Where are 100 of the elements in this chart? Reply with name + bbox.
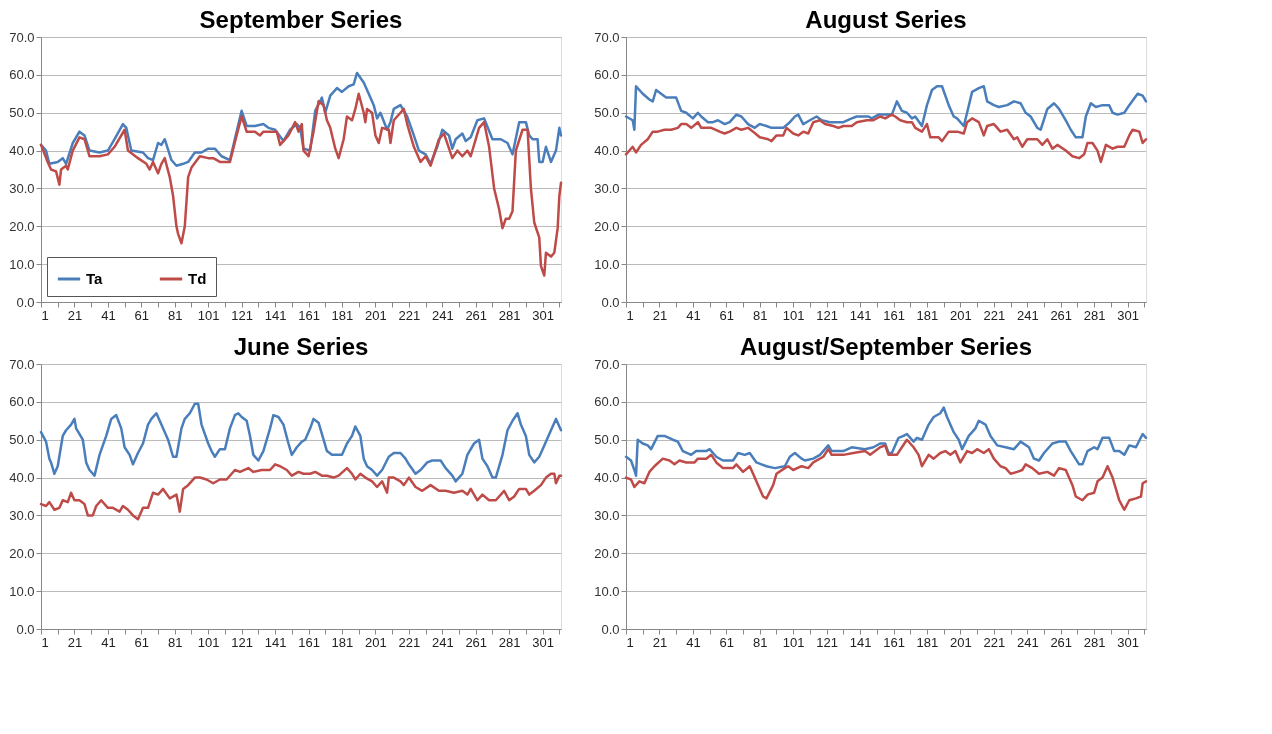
y-tick-label: 50.0: [594, 105, 620, 121]
y-tick-label: 70.0: [594, 356, 620, 372]
y-tick-label: 50.0: [9, 105, 35, 121]
line-series: [624, 438, 1148, 511]
y-tick-label: 40.0: [9, 143, 35, 159]
y-tick-label: 70.0: [9, 29, 35, 45]
y-tick-label: 40.0: [594, 470, 620, 486]
y-tick-label: 20.0: [594, 218, 620, 234]
y-tick-label: 40.0: [594, 143, 620, 159]
x-tick-label: 261: [465, 307, 488, 323]
x-tick-label: 201: [950, 634, 972, 650]
x-tick-label: 121: [231, 634, 253, 650]
y-tick-label: 0.0: [16, 294, 35, 310]
x-tick-label: 221: [398, 634, 421, 650]
x-tick-label: 241: [431, 634, 454, 650]
x-tick-label: 181: [916, 634, 939, 650]
x-tick-label: 161: [298, 307, 320, 323]
x-tick-label: 61: [719, 307, 735, 323]
x-tick-label: 101: [197, 634, 220, 650]
y-tick-label: 10.0: [9, 583, 35, 599]
x-tick-label: 281: [498, 307, 521, 323]
chart-title: September Series: [199, 6, 403, 33]
line-series: [39, 402, 563, 483]
y-tick-label: 60.0: [9, 67, 35, 83]
y-tick-label: 70.0: [9, 356, 35, 372]
x-tick-label: 81: [168, 634, 183, 650]
line-series: [39, 463, 563, 521]
x-tick-label: 21: [67, 307, 83, 323]
x-tick-label: 221: [398, 307, 421, 323]
y-tick-label: 60.0: [594, 394, 620, 410]
x-tick-label: 161: [883, 634, 905, 650]
chart-title: August Series: [805, 6, 967, 33]
x-tick-label: 221: [983, 307, 1006, 323]
x-tick-label: 41: [101, 634, 116, 650]
x-tick-label: 141: [849, 634, 872, 650]
x-tick-label: 181: [916, 307, 939, 323]
x-tick-label: 241: [1016, 307, 1039, 323]
x-tick-label: 161: [298, 634, 320, 650]
x-tick-label: 141: [264, 307, 287, 323]
y-tick-label: 0.0: [601, 621, 620, 637]
y-tick-label: 60.0: [594, 67, 620, 83]
chart-title: June Series: [233, 333, 369, 360]
y-tick-label: 20.0: [594, 545, 620, 561]
chart-title: August/September Series: [739, 333, 1033, 360]
x-tick-label: 181: [331, 634, 354, 650]
x-tick-label: 61: [134, 307, 150, 323]
y-tick-label: 70.0: [594, 29, 620, 45]
x-tick-label: 41: [686, 307, 701, 323]
x-tick-label: 21: [652, 307, 668, 323]
x-tick-label: 301: [532, 307, 554, 323]
x-tick-label: 241: [431, 307, 454, 323]
y-tick-label: 30.0: [594, 180, 620, 196]
x-tick-label: 61: [134, 634, 150, 650]
x-tick-label: 281: [498, 634, 521, 650]
y-tick-label: 20.0: [9, 218, 35, 234]
x-tick-label: 201: [365, 307, 387, 323]
x-tick-label: 101: [782, 307, 805, 323]
x-tick-label: 81: [753, 634, 768, 650]
y-tick-label: 30.0: [9, 180, 35, 196]
x-tick-label: 1: [626, 307, 634, 323]
line-series: [624, 406, 1148, 477]
legend-label: Ta: [86, 270, 104, 287]
y-tick-label: 40.0: [9, 470, 35, 486]
line-series: [624, 84, 1148, 139]
x-tick-label: 1: [626, 634, 634, 650]
x-tick-label: 61: [719, 634, 735, 650]
x-tick-label: 181: [331, 307, 354, 323]
y-tick-label: 0.0: [601, 294, 620, 310]
x-tick-label: 141: [264, 634, 287, 650]
y-tick-label: 50.0: [594, 432, 620, 448]
x-tick-label: 261: [1050, 307, 1073, 323]
x-tick-label: 101: [197, 307, 220, 323]
y-tick-label: 20.0: [9, 545, 35, 561]
x-tick-label: 301: [532, 634, 554, 650]
x-tick-label: 301: [1117, 634, 1139, 650]
x-tick-label: 1: [41, 634, 49, 650]
x-tick-label: 121: [231, 307, 253, 323]
x-tick-label: 1: [41, 307, 49, 323]
x-tick-label: 41: [686, 634, 701, 650]
x-tick-label: 261: [1050, 634, 1073, 650]
x-tick-label: 241: [1016, 634, 1039, 650]
x-tick-label: 41: [101, 307, 116, 323]
y-tick-label: 50.0: [9, 432, 35, 448]
x-tick-label: 121: [816, 634, 838, 650]
x-tick-label: 21: [67, 634, 83, 650]
y-tick-label: 30.0: [9, 507, 35, 523]
x-tick-label: 301: [1117, 307, 1139, 323]
x-tick-label: 221: [983, 634, 1006, 650]
y-tick-label: 0.0: [16, 621, 35, 637]
x-tick-label: 261: [465, 634, 488, 650]
y-tick-label: 10.0: [594, 583, 620, 599]
y-tick-label: 10.0: [594, 256, 620, 272]
x-tick-label: 201: [365, 634, 387, 650]
y-tick-label: 10.0: [9, 256, 35, 272]
y-tick-label: 60.0: [9, 394, 35, 410]
x-tick-label: 21: [652, 634, 668, 650]
y-tick-label: 30.0: [594, 507, 620, 523]
x-tick-label: 81: [168, 307, 183, 323]
x-tick-label: 281: [1083, 634, 1106, 650]
x-tick-label: 121: [816, 307, 838, 323]
